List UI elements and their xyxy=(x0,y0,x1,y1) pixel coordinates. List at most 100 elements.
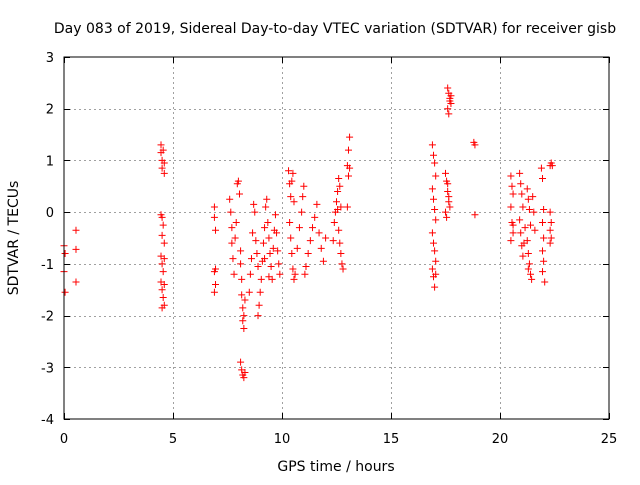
data-point-marker xyxy=(245,288,253,296)
data-point-marker xyxy=(539,268,547,276)
data-point-marker xyxy=(507,237,515,245)
data-point-marker xyxy=(444,180,452,188)
data-point-marker xyxy=(509,229,517,237)
y-tick-label: 0 xyxy=(46,206,54,221)
data-point-marker xyxy=(237,260,245,268)
data-point-marker xyxy=(517,180,525,188)
data-point-marker xyxy=(274,247,282,255)
data-point-marker xyxy=(516,169,524,177)
data-point-marker xyxy=(276,270,284,278)
data-point-marker xyxy=(335,226,343,234)
data-point-marker xyxy=(226,195,234,203)
y-tick-label: -2 xyxy=(41,310,54,325)
data-point-marker xyxy=(160,255,168,263)
data-point-marker xyxy=(432,216,440,224)
data-point-marker xyxy=(507,203,515,211)
data-point-marker xyxy=(337,203,345,211)
data-point-marker xyxy=(471,141,479,149)
data-point-marker xyxy=(287,234,295,242)
data-point-marker xyxy=(291,270,299,278)
data-point-marker xyxy=(309,224,317,232)
data-point-marker xyxy=(247,255,255,263)
data-point-marker xyxy=(229,255,237,263)
data-point-marker xyxy=(157,141,165,149)
data-point-marker xyxy=(237,247,245,255)
data-point-marker xyxy=(251,208,259,216)
data-point-marker xyxy=(212,281,220,289)
data-point-marker xyxy=(158,231,166,239)
data-point-marker xyxy=(343,162,351,170)
data-point-marker xyxy=(343,203,351,211)
data-point-marker xyxy=(446,203,454,211)
data-point-marker xyxy=(471,211,479,219)
data-point-marker xyxy=(256,288,264,296)
data-point-marker xyxy=(431,206,439,214)
data-point-marker xyxy=(527,221,535,229)
plot-frame xyxy=(63,56,610,420)
data-point-marker xyxy=(228,239,236,247)
data-point-marker xyxy=(266,250,274,258)
data-point-marker xyxy=(239,304,247,312)
data-point-marker xyxy=(540,234,548,242)
x-axis-title: GPS time / hours xyxy=(277,459,394,475)
data-point-marker xyxy=(521,224,529,232)
data-point-marker xyxy=(72,245,80,253)
data-point-marker xyxy=(344,146,352,154)
data-point-marker xyxy=(288,250,296,258)
data-point-marker xyxy=(304,250,312,258)
data-point-marker xyxy=(530,208,538,216)
data-point-marker xyxy=(159,293,167,301)
data-point-marker xyxy=(430,239,438,247)
data-point-marker xyxy=(234,177,242,185)
data-point-marker xyxy=(253,250,261,258)
data-point-marker xyxy=(288,177,296,185)
data-point-marker xyxy=(72,278,80,286)
data-point-marker xyxy=(531,226,539,234)
data-point-marker xyxy=(159,146,167,154)
data-point-marker xyxy=(241,296,249,304)
data-point-marker xyxy=(227,208,235,216)
data-point-marker xyxy=(210,288,218,296)
data-point-marker xyxy=(240,312,248,320)
data-point-marker xyxy=(539,218,547,226)
data-point-marker xyxy=(517,229,525,237)
data-point-marker xyxy=(159,268,167,276)
data-point-marker xyxy=(263,195,271,203)
data-point-marker xyxy=(337,250,345,258)
data-point-marker xyxy=(444,105,452,113)
data-point-marker xyxy=(160,169,168,177)
data-point-marker xyxy=(338,260,346,268)
data-point-marker xyxy=(158,286,166,294)
data-point-marker xyxy=(250,200,258,208)
data-point-marker xyxy=(289,265,297,273)
data-point-marker xyxy=(311,213,319,221)
data-point-marker xyxy=(519,203,527,211)
data-point-marker xyxy=(249,229,257,237)
data-point-marker xyxy=(257,275,265,283)
data-point-marker xyxy=(527,270,535,278)
data-point-marker xyxy=(523,185,531,193)
data-point-marker xyxy=(430,151,438,159)
data-point-marker xyxy=(255,301,263,309)
data-point-marker xyxy=(158,164,166,172)
data-point-marker xyxy=(431,247,439,255)
data-point-marker xyxy=(319,257,327,265)
data-point-marker xyxy=(525,260,533,268)
data-point-marker xyxy=(541,278,549,286)
data-point-marker xyxy=(61,250,69,258)
data-point-marker xyxy=(158,213,166,221)
data-point-marker xyxy=(262,203,270,211)
data-point-marker xyxy=(547,234,555,242)
data-point-marker xyxy=(315,229,323,237)
data-point-marker xyxy=(241,368,249,376)
data-point-marker xyxy=(539,247,547,255)
data-point-marker xyxy=(540,257,548,265)
data-point-marker xyxy=(313,200,321,208)
axis-layer: 0 5 10 15 20 25 -4 -3 -2 -1 0 1 2 3 xyxy=(41,51,617,447)
data-point-marker xyxy=(240,325,248,332)
data-point-marker xyxy=(269,244,277,252)
data-point-marker xyxy=(238,275,246,283)
data-point-marker xyxy=(444,187,452,195)
